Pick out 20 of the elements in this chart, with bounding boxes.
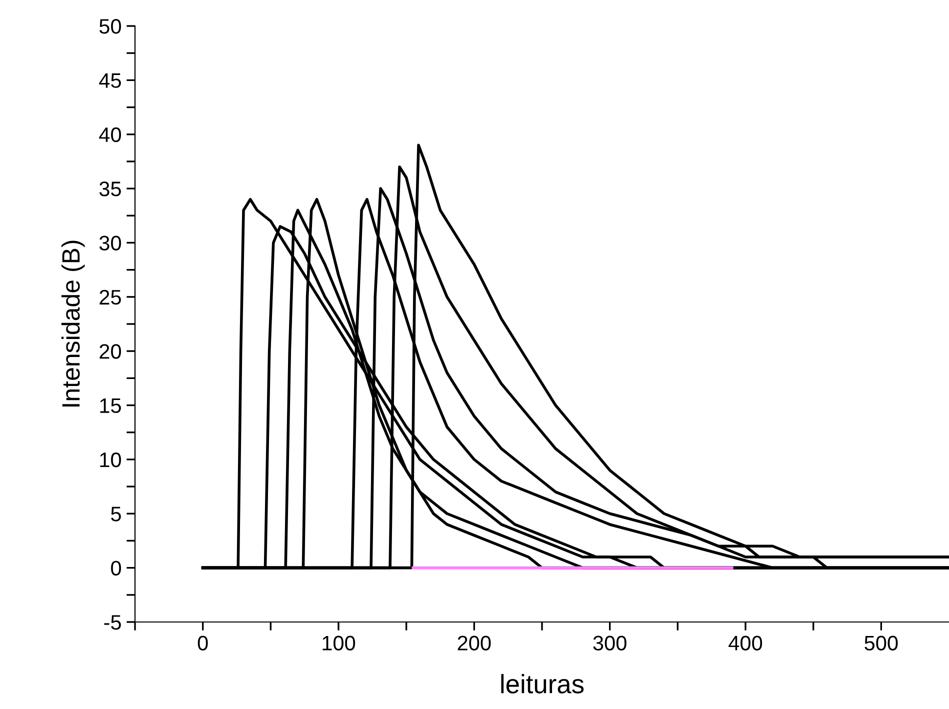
y-tick-label: 5 <box>111 506 121 522</box>
x-tick-label: 500 <box>864 636 898 650</box>
x-tick-label: 400 <box>728 636 762 650</box>
y-tick-label: 30 <box>99 236 121 250</box>
y-axis-title: Intensidade (B) <box>61 240 85 406</box>
x-tick-label: 0 <box>198 636 208 650</box>
x-tick-label: 300 <box>593 636 626 650</box>
y-tick-label: 20 <box>100 344 121 359</box>
y-tick-label: 45 <box>99 73 121 88</box>
y-tick-label: 15 <box>100 398 121 414</box>
y-tick-label: -5 <box>104 615 121 630</box>
y-tick-label: 35 <box>99 182 121 196</box>
y-tick-label: 10 <box>100 452 121 468</box>
y-tick-label: 25 <box>100 290 121 305</box>
y-tick-label: 0 <box>111 560 121 576</box>
x-axis-title: leituras <box>501 674 584 694</box>
y-tick-label: 40 <box>99 127 121 142</box>
x-tick-label: 200 <box>458 636 491 650</box>
x-tick-label: 100 <box>322 636 356 650</box>
y-tick-label: 50 <box>99 19 121 34</box>
